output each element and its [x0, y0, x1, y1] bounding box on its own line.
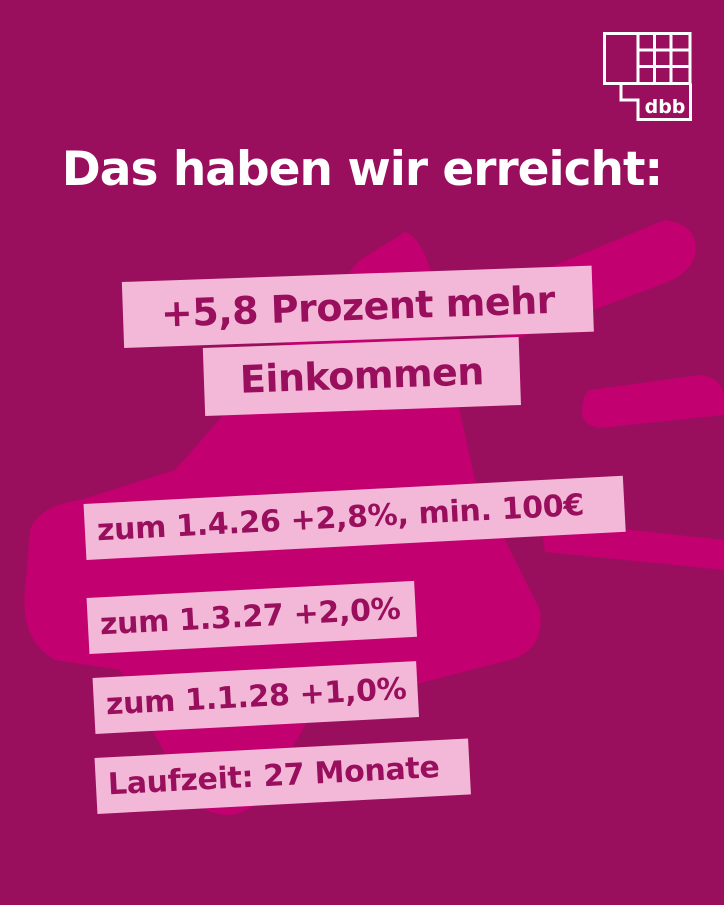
- logo-text: dbb: [645, 96, 686, 118]
- dbb-logo: dbb: [603, 32, 692, 121]
- dbb-logo-grid-icon: dbb: [603, 32, 692, 121]
- main-highlight-line-2: Einkommen: [202, 336, 521, 416]
- headline: Das haben wir erreicht:: [61, 142, 663, 197]
